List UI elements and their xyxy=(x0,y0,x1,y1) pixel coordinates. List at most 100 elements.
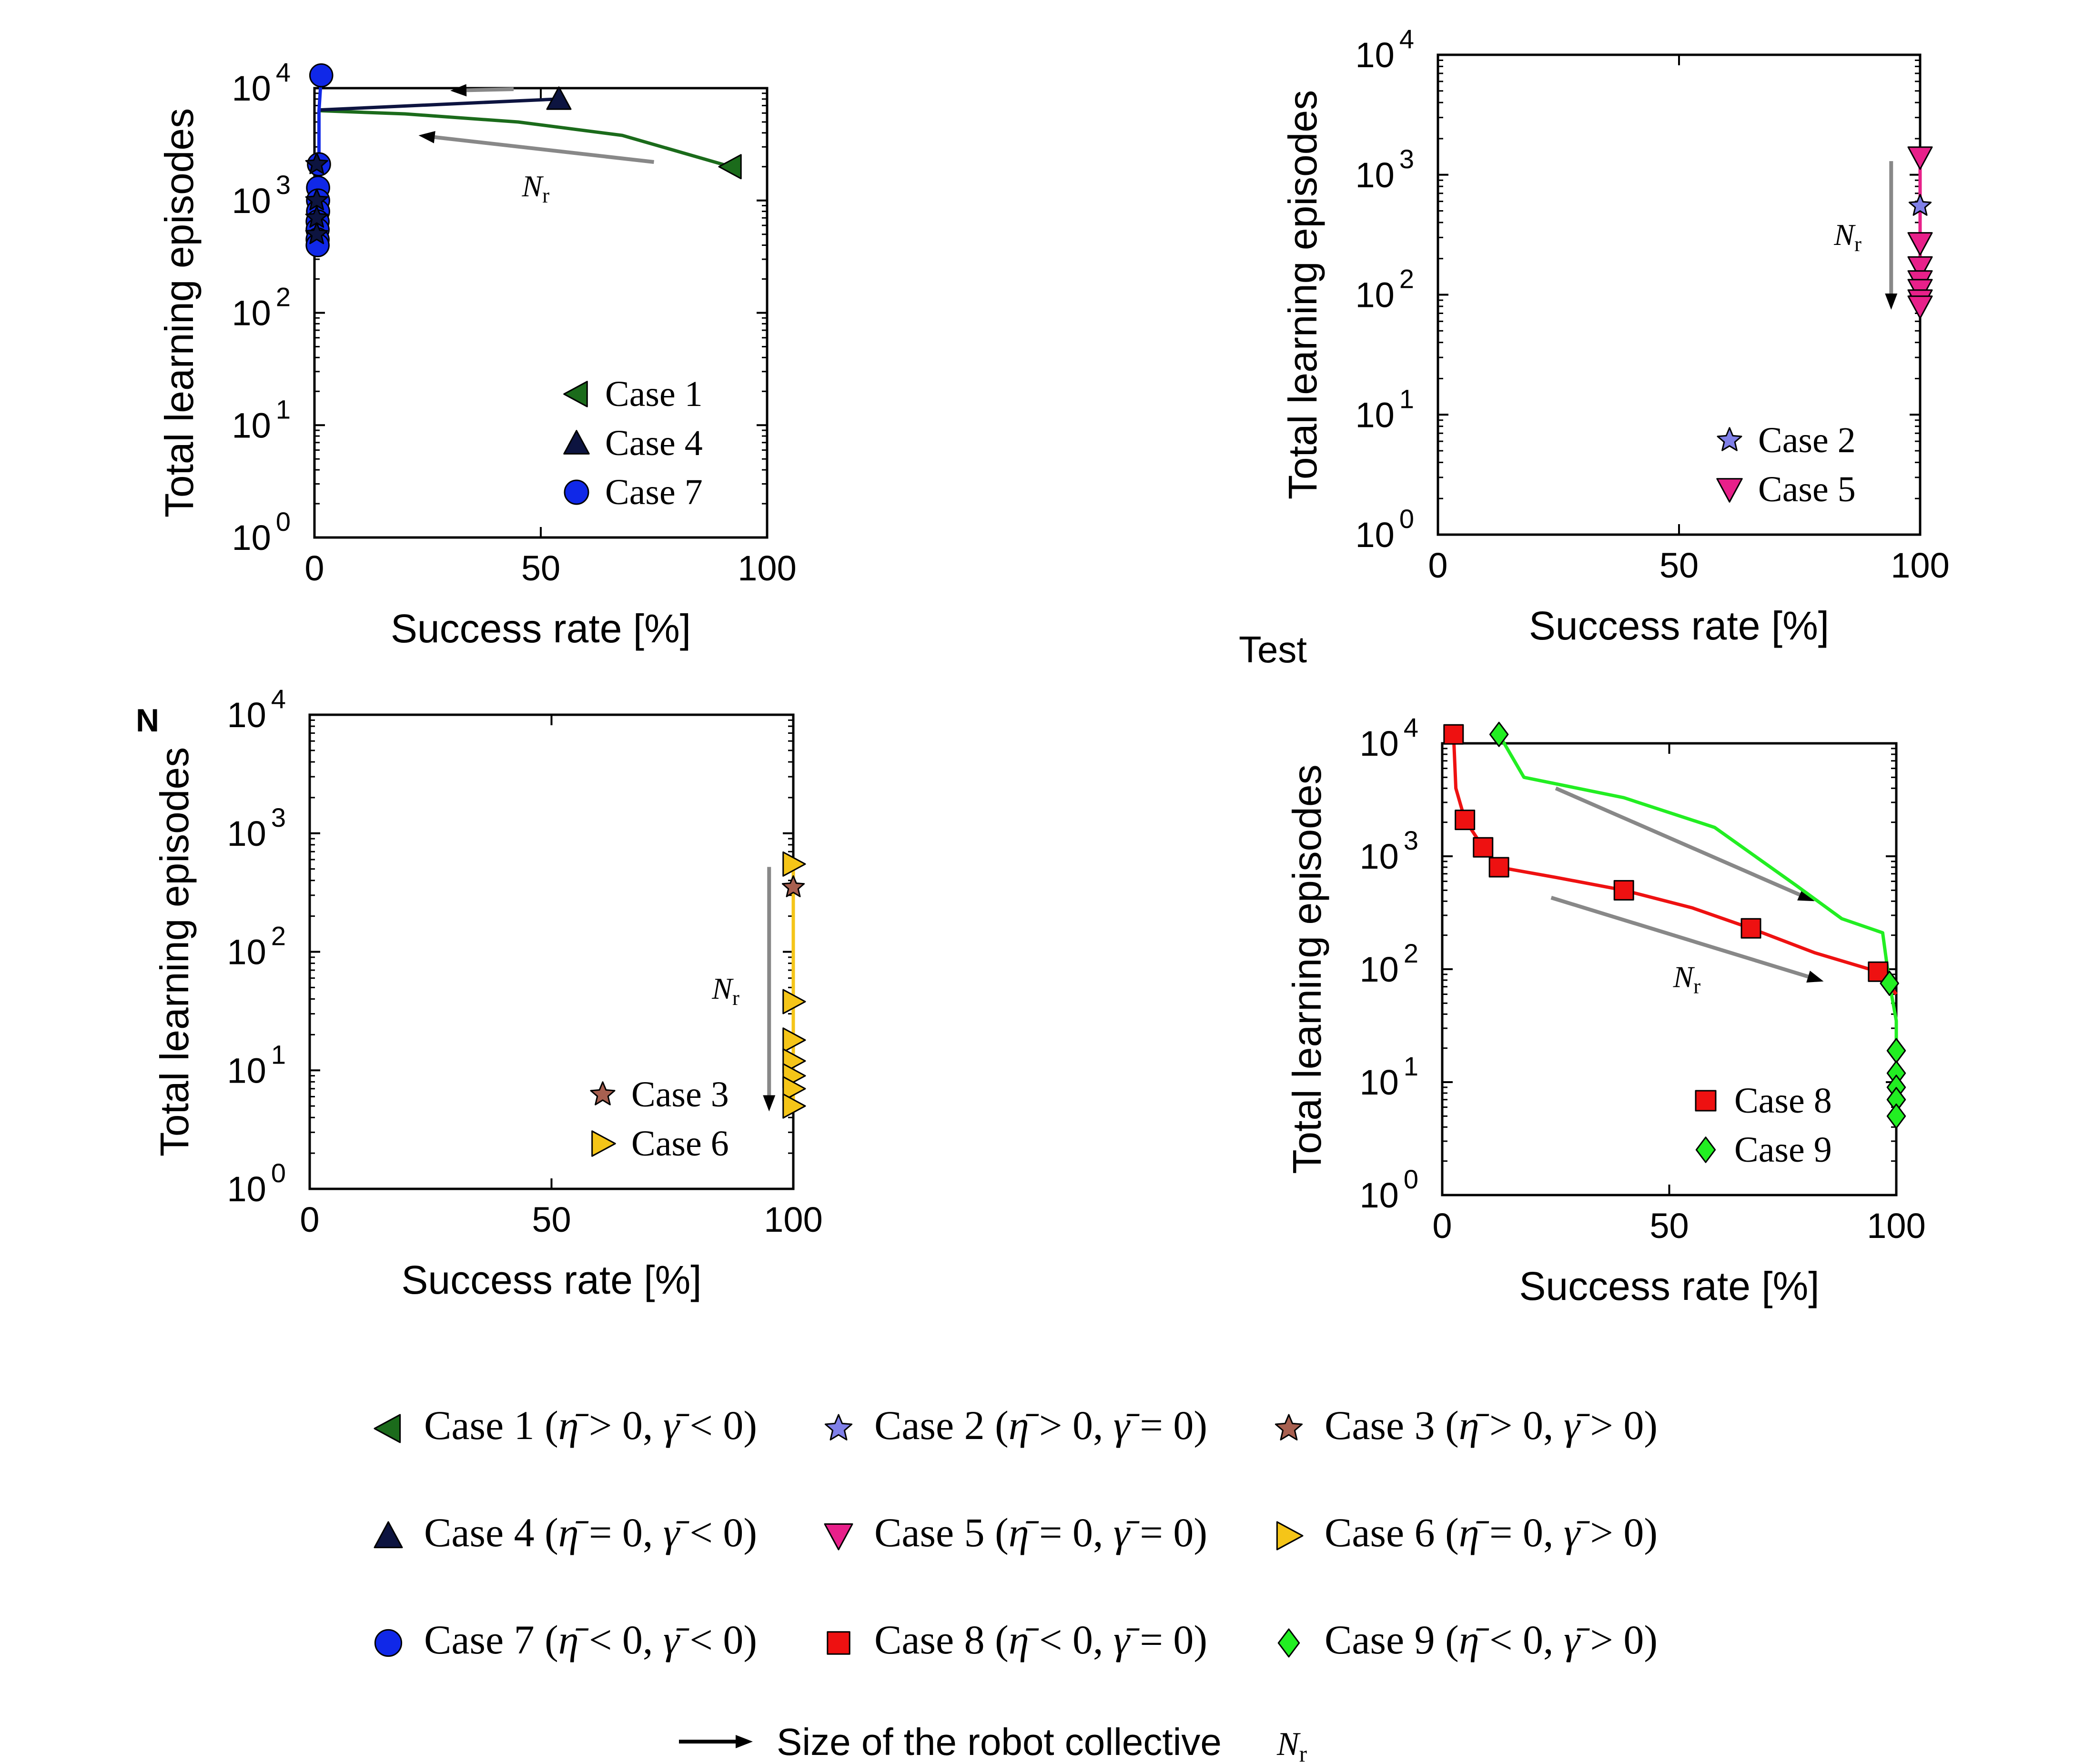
legend-marker-case-3 xyxy=(590,1081,616,1105)
bottom-legend-label-case-8: Case 8 (η̄ < 0, γ̄ = 0) xyxy=(874,1617,1207,1663)
x-axis-label: Success rate [%] xyxy=(401,1257,701,1302)
x-axis-label: Success rate [%] xyxy=(1519,1264,1819,1308)
trend-arrow xyxy=(1550,896,1824,983)
legend-entry-case-5: Case 5 xyxy=(1716,469,1856,509)
bottom-legend-label-case-7: Case 7 (η̄ < 0, γ̄ < 0) xyxy=(424,1617,757,1663)
eta-condition: = 0, xyxy=(1029,1510,1113,1555)
bottom-legend-marker-case-2 xyxy=(824,1414,853,1440)
x-tick-label: 50 xyxy=(1659,546,1699,585)
legend-marker-case-6 xyxy=(591,1130,616,1157)
data-point-unnamed xyxy=(305,188,328,211)
eta-condition: = 0, xyxy=(578,1510,663,1555)
eta-condition: = 0, xyxy=(1479,1510,1564,1555)
legend-marker-case-2 xyxy=(1717,427,1742,451)
gamma-condition: > 0) xyxy=(1580,1617,1658,1663)
nr-label-subscript: r xyxy=(732,986,739,1010)
legend-marker-case-8 xyxy=(1695,1090,1717,1112)
bottom-legend-marker-case-6 xyxy=(1276,1521,1304,1551)
legend-label-case-7: Case 7 xyxy=(605,472,703,512)
data-point-case-5 xyxy=(1907,232,1933,256)
data-point-case-1 xyxy=(718,154,742,180)
gamma-condition: = 0) xyxy=(1130,1510,1207,1555)
legend-label-case-4: Case 4 xyxy=(605,423,703,463)
y-tick-exponent: 2 xyxy=(1404,938,1418,968)
x-tick-label: 50 xyxy=(521,548,560,588)
bottom-legend-entry-case-9: Case 9 (η̄ < 0, γ̄ > 0) xyxy=(1277,1617,1658,1663)
legend-marker-case-7 xyxy=(564,479,589,505)
data-point-case-6 xyxy=(782,1093,806,1119)
bottom-legend-entry-case-6: Case 6 (η̄ = 0, γ̄ > 0) xyxy=(1276,1510,1658,1555)
legend-entry-case-8: Case 8 xyxy=(1695,1081,1832,1121)
bottom-legend-label-case-1: Case 1 (η̄ > 0, γ̄ < 0) xyxy=(424,1402,757,1448)
trend-arrow-shaft xyxy=(1550,896,1809,979)
bottom-legend-marker-case-4 xyxy=(374,1521,403,1549)
y-tick-exponent: 3 xyxy=(271,802,286,832)
stray-label-n: N xyxy=(136,702,159,739)
bottom-legend-marker-case-9 xyxy=(1277,1628,1300,1658)
stray-label-test: Test xyxy=(1239,629,1307,670)
trend-arrow-head xyxy=(1806,971,1824,983)
y-axis-label: Total learning episodes xyxy=(1280,90,1325,499)
y-axis-label: Total learning episodes xyxy=(152,747,197,1156)
legend-label-case-1: Case 1 xyxy=(605,374,703,414)
gamma-condition: > 0) xyxy=(1580,1402,1658,1448)
collective-size-symbol-subscript: r xyxy=(1299,1741,1307,1764)
y-tick-exponent: 1 xyxy=(1404,1051,1418,1081)
bottom-legend-marker-case-1 xyxy=(374,1414,401,1443)
bottom-legend-label-case-4: Case 4 (η̄ = 0, γ̄ < 0) xyxy=(424,1510,757,1555)
bottom-legend-label-case-9: Case 9 (η̄ < 0, γ̄ > 0) xyxy=(1325,1617,1658,1663)
collective-size-label: Size of the robot collective xyxy=(777,1721,1222,1763)
y-tick-exponent: 1 xyxy=(271,1039,286,1069)
y-tick-exponent: 4 xyxy=(276,57,291,87)
eta-condition: > 0, xyxy=(1029,1402,1113,1448)
x-tick-label: 100 xyxy=(1867,1206,1925,1246)
y-tick-exponent: 3 xyxy=(1399,144,1414,174)
legend-marker-case-5 xyxy=(1716,478,1743,503)
x-axis-label: Success rate [%] xyxy=(391,606,691,651)
gamma-condition: < 0) xyxy=(679,1402,757,1448)
collective-size-arrow-icon xyxy=(679,1735,753,1748)
collective-size-arrow-icon-head xyxy=(736,1735,753,1748)
data-point-case-6 xyxy=(782,1027,806,1053)
bottom-legend-entry-case-2: Case 2 (η̄ > 0, γ̄ = 0) xyxy=(824,1402,1207,1448)
data-point-case-9 xyxy=(1886,1103,1906,1129)
data-point-case-8 xyxy=(1740,918,1761,939)
bottom-legend-marker-case-5 xyxy=(824,1523,853,1551)
nr-label-subscript: r xyxy=(1693,974,1700,998)
bottom-legend-entry-case-7: Case 7 (η̄ < 0, γ̄ < 0) xyxy=(374,1617,757,1663)
legend-entry-case-1: Case 1 xyxy=(563,374,703,414)
bottom-legend-entry-case-3: Case 3 (η̄ > 0, γ̄ > 0) xyxy=(1275,1402,1658,1448)
legend-label-case-9: Case 9 xyxy=(1734,1130,1832,1170)
x-tick-label: 100 xyxy=(764,1200,822,1239)
legend-marker-case-9 xyxy=(1695,1136,1716,1163)
data-point-case-8 xyxy=(1443,724,1464,745)
trend-arrow-head xyxy=(763,1095,776,1112)
y-tick-exponent: 0 xyxy=(1404,1164,1418,1194)
bottom-legend-entry-case-4: Case 4 (η̄ = 0, γ̄ < 0) xyxy=(374,1510,757,1555)
legend-entry-case-9: Case 9 xyxy=(1695,1130,1832,1170)
y-tick-exponent: 0 xyxy=(1399,504,1414,534)
eta-condition: > 0, xyxy=(1479,1402,1564,1448)
legend-marker-case-4 xyxy=(563,430,590,455)
bottom-legend-label-case-5: Case 5 (η̄ = 0, γ̄ = 0) xyxy=(874,1510,1207,1555)
trend-arrow-head xyxy=(418,131,435,143)
trend-arrow-shaft xyxy=(1555,786,1801,897)
data-point-case-9 xyxy=(1880,971,1899,996)
y-tick-exponent: 0 xyxy=(276,507,291,537)
data-point-case-6 xyxy=(782,1076,806,1102)
y-tick-exponent: 0 xyxy=(271,1158,286,1188)
collective-size-symbol: Nr xyxy=(1276,1726,1307,1764)
trend-arrow xyxy=(763,867,776,1112)
x-tick-label: 0 xyxy=(1432,1206,1452,1246)
data-point-case-6 xyxy=(782,851,806,877)
legend-entry-case-7: Case 7 xyxy=(564,472,703,512)
legend-entry-case-2: Case 2 xyxy=(1717,420,1856,460)
data-point-case-3 xyxy=(781,875,805,897)
bottom-legend-marker-case-8 xyxy=(827,1631,850,1655)
legend-entry-case-3: Case 3 xyxy=(590,1075,729,1115)
legend-label-case-8: Case 8 xyxy=(1734,1081,1832,1121)
x-tick-label: 0 xyxy=(300,1200,319,1239)
